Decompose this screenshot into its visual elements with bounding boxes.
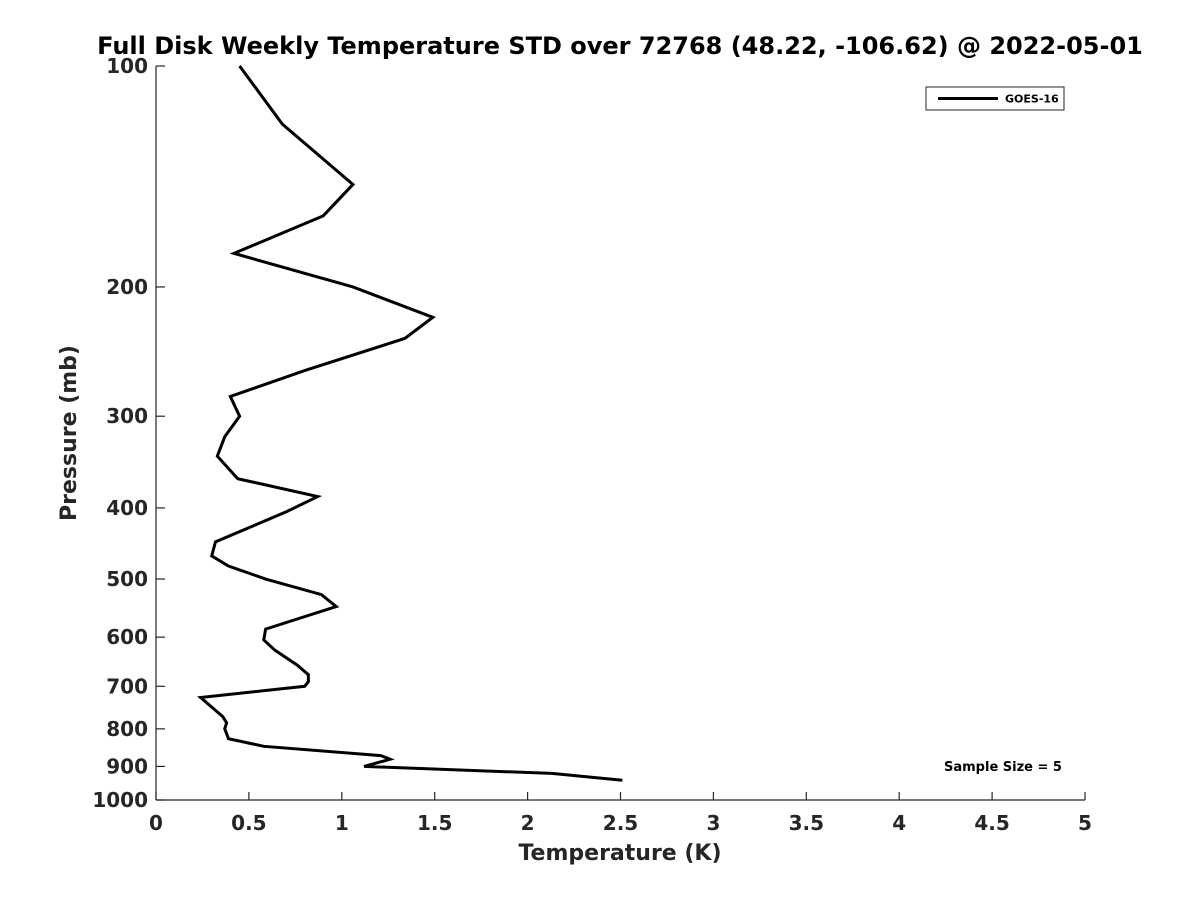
y-tick-label: 1000: [92, 788, 148, 812]
x-tick-label: 0.5: [231, 811, 266, 835]
legend-label-goes-16: GOES-16: [1005, 93, 1059, 106]
x-tick-label: 4: [892, 811, 906, 835]
x-tick-label: 2.5: [603, 811, 638, 835]
y-tick-label: 100: [106, 54, 148, 78]
x-tick-label: 4.5: [974, 811, 1009, 835]
y-axis-label: Pressure (mb): [57, 345, 82, 521]
x-tick-label: 1.5: [417, 811, 452, 835]
series-layer: [196, 65, 623, 782]
y-tick-label: 700: [106, 674, 148, 698]
y-tick-group: 100 200 300 400 500 600 700 800 900 1000: [92, 54, 165, 812]
y-tick-label: 300: [106, 404, 148, 428]
x-tick-label: 0: [149, 811, 163, 835]
y-tick-label: 900: [106, 754, 148, 778]
y-tick-label: 200: [106, 275, 148, 299]
x-tick-label: 3: [706, 811, 720, 835]
x-tick-label: 1: [335, 811, 349, 835]
x-tick-group: 0 0.5 1 1.5 2 2.5 3 3.5 4 4.5 5: [149, 792, 1092, 835]
series-line-goes-16: [196, 65, 623, 782]
chart-title: Full Disk Weekly Temperature STD over 72…: [97, 32, 1143, 60]
y-tick-label: 500: [106, 567, 148, 591]
x-tick-label: 3.5: [789, 811, 824, 835]
sample-size-annotation: Sample Size = 5: [944, 760, 1062, 775]
y-tick-label: 400: [106, 496, 148, 520]
x-axis-label: Temperature (K): [518, 841, 721, 866]
y-tick-label: 600: [106, 625, 148, 649]
x-tick-label: 2: [521, 811, 535, 835]
legend: GOES-16: [925, 86, 1065, 111]
x-tick-label: 5: [1078, 811, 1092, 835]
y-tick-label: 800: [106, 717, 148, 741]
